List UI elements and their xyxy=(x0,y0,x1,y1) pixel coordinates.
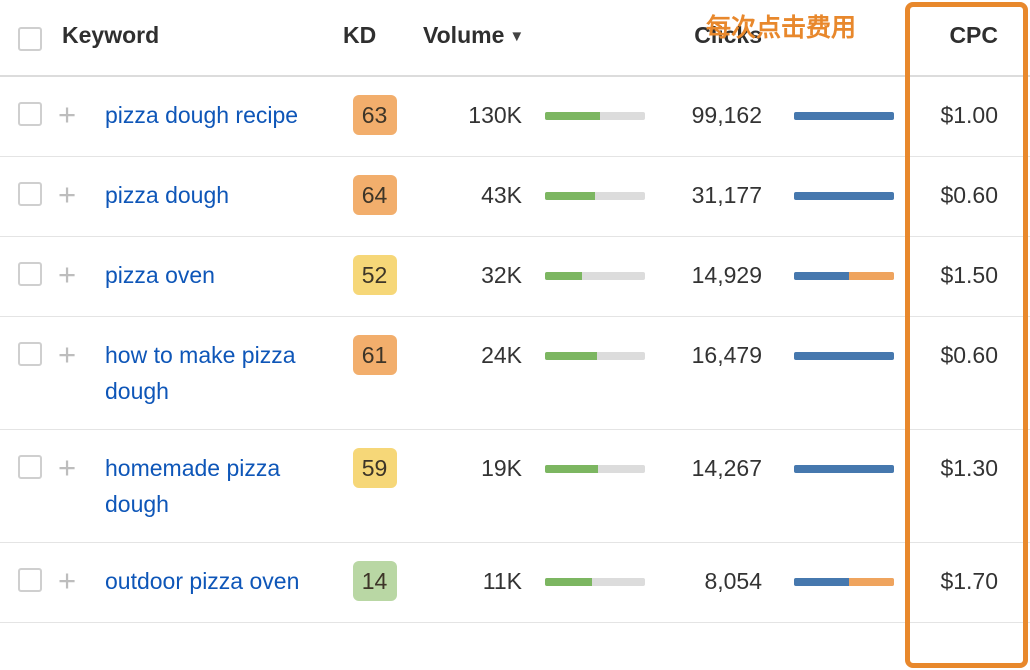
cpc-value: $1.30 xyxy=(940,455,998,481)
clicks-value: 16,479 xyxy=(691,342,762,368)
volume-bar xyxy=(545,465,645,473)
table-header: Keyword KD Volume ▼ Clicks CPC xyxy=(0,0,1030,77)
cpc-value: $1.50 xyxy=(940,262,998,288)
clicks-bar xyxy=(794,272,894,280)
table-row: + pizza dough 64 43K 31,177 $0.60 xyxy=(0,157,1030,237)
sort-caret-icon: ▼ xyxy=(509,28,525,45)
volume-bar xyxy=(545,192,645,200)
keyword-link[interactable]: how to make pizza dough xyxy=(105,342,296,404)
volume-value: 11K xyxy=(482,568,522,594)
column-header-keyword[interactable]: Keyword xyxy=(62,22,160,48)
row-checkbox[interactable] xyxy=(18,455,42,479)
volume-value: 24K xyxy=(481,342,522,368)
volume-bar xyxy=(545,272,645,280)
select-all-checkbox[interactable] xyxy=(18,27,42,51)
volume-value: 32K xyxy=(481,262,522,288)
table-row: + how to make pizza dough 61 24K 16,479 … xyxy=(0,317,1030,430)
header-checkbox-cell xyxy=(0,22,46,57)
add-keyword-icon[interactable]: + xyxy=(58,450,77,485)
keyword-link[interactable]: pizza dough recipe xyxy=(105,102,299,128)
volume-header-label: Volume xyxy=(423,22,505,48)
volume-value: 130K xyxy=(468,102,522,128)
table-row: + outdoor pizza oven 14 11K 8,054 $1.70 xyxy=(0,543,1030,623)
clicks-bar xyxy=(794,465,894,473)
column-header-volume[interactable]: Volume ▼ xyxy=(412,22,525,49)
add-keyword-icon[interactable]: + xyxy=(58,257,77,292)
clicks-bar xyxy=(794,112,894,120)
add-keyword-icon[interactable]: + xyxy=(58,337,77,372)
volume-value: 19K xyxy=(481,455,522,481)
table-row: + homemade pizza dough 59 19K 14,267 $1.… xyxy=(0,430,1030,543)
keyword-link[interactable]: outdoor pizza oven xyxy=(105,568,300,594)
kd-badge: 61 xyxy=(352,335,397,375)
cpc-value: $0.60 xyxy=(940,182,998,208)
clicks-value: 8,054 xyxy=(704,568,762,594)
clicks-bar xyxy=(794,578,894,586)
clicks-value: 31,177 xyxy=(691,182,762,208)
kd-badge: 64 xyxy=(352,175,397,215)
row-checkbox[interactable] xyxy=(18,568,42,592)
column-header-cpc[interactable]: CPC xyxy=(949,22,998,48)
volume-bar xyxy=(545,578,645,586)
cpc-value: $1.70 xyxy=(940,568,998,594)
volume-bar xyxy=(545,112,645,120)
add-keyword-icon[interactable]: + xyxy=(58,177,77,212)
clicks-bar xyxy=(794,352,894,360)
row-checkbox[interactable] xyxy=(18,182,42,206)
table-row: + pizza oven 52 32K 14,929 $1.50 xyxy=(0,237,1030,317)
column-header-kd[interactable]: KD xyxy=(343,22,377,48)
add-keyword-icon[interactable]: + xyxy=(58,97,77,132)
row-checkbox[interactable] xyxy=(18,262,42,286)
clicks-bar xyxy=(794,192,894,200)
kd-badge: 63 xyxy=(352,95,397,135)
keyword-link[interactable]: homemade pizza dough xyxy=(105,455,281,517)
clicks-value: 99,162 xyxy=(691,102,762,128)
keyword-link[interactable]: pizza dough xyxy=(105,182,230,208)
cpc-value: $1.00 xyxy=(940,102,998,128)
cpc-annotation-label: 每次点击费用 xyxy=(706,14,857,42)
table-row: + pizza dough recipe 63 130K 99,162 $1.0… xyxy=(0,77,1030,157)
kd-badge: 14 xyxy=(352,561,397,601)
clicks-value: 14,929 xyxy=(691,262,762,288)
volume-bar xyxy=(545,352,645,360)
kd-badge: 52 xyxy=(352,255,397,295)
kd-badge: 59 xyxy=(352,448,397,488)
row-checkbox[interactable] xyxy=(18,102,42,126)
column-header-clicks[interactable]: Clicks xyxy=(694,22,762,48)
keyword-link[interactable]: pizza oven xyxy=(105,262,215,288)
volume-value: 43K xyxy=(481,182,522,208)
cpc-value: $0.60 xyxy=(940,342,998,368)
add-keyword-icon[interactable]: + xyxy=(58,563,77,598)
clicks-value: 14,267 xyxy=(691,455,762,481)
row-checkbox[interactable] xyxy=(18,342,42,366)
